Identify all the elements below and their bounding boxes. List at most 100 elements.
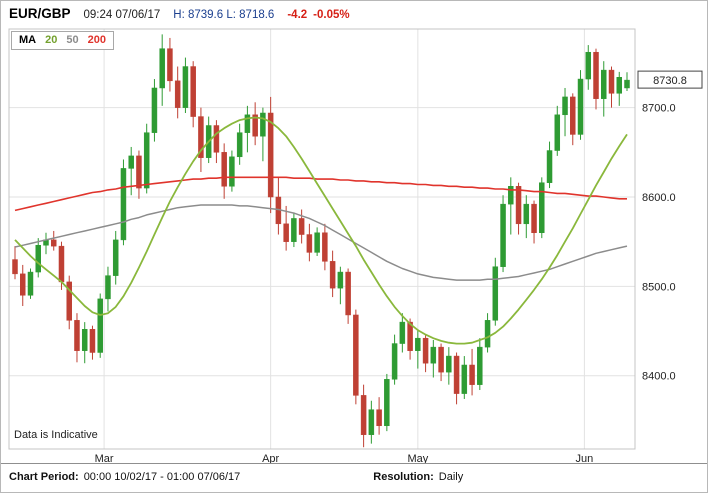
candle xyxy=(112,230,119,285)
candle xyxy=(531,200,537,244)
candle xyxy=(616,71,623,106)
price-change: -4.2 xyxy=(287,9,308,21)
candle xyxy=(221,143,227,199)
candle xyxy=(624,72,630,92)
candle xyxy=(539,177,545,239)
candle xyxy=(353,309,359,405)
candle xyxy=(585,45,592,90)
candle xyxy=(360,384,367,448)
x-axis-label: Mar xyxy=(95,453,114,463)
candle xyxy=(593,48,599,110)
candle xyxy=(213,120,220,164)
y-axis-label: 8600.0 xyxy=(642,192,676,204)
y-axis-label: 8400.0 xyxy=(642,371,676,383)
candle xyxy=(415,329,421,369)
candle xyxy=(438,343,444,382)
session-high-low: H: 8739.6 L: 8718.6 xyxy=(173,9,274,21)
candle xyxy=(322,223,328,271)
candle xyxy=(167,37,173,92)
candle xyxy=(136,150,142,199)
candle xyxy=(546,141,553,189)
candle xyxy=(492,257,499,326)
last-price-tag: 8730.8 xyxy=(637,70,703,89)
chart-footer: Chart Period: 00:00 10/02/17 - 01:00 07/… xyxy=(9,471,463,483)
instrument-name: EUR/GBP xyxy=(9,6,71,21)
candle xyxy=(89,325,96,360)
candle xyxy=(50,230,57,251)
ma-line-ma50 xyxy=(14,204,628,281)
quote-timestamp: 09:24 07/06/17 xyxy=(83,9,161,21)
axis-labels: 8700.0 8600.0 8500.0 8400.0 Mar Apr May Jun xyxy=(95,103,676,463)
candle xyxy=(376,397,382,435)
candle xyxy=(12,246,18,280)
y-axis-label: 8700.0 xyxy=(642,103,676,115)
candle xyxy=(601,61,607,117)
candle xyxy=(337,266,344,305)
price-chart[interactable]: 8700.0 8600.0 8500.0 8400.0 Mar Apr May Jun 8730… xyxy=(1,1,708,463)
candle xyxy=(260,107,266,162)
gridlines xyxy=(9,29,635,449)
ma20-legend-item: 20 xyxy=(45,34,58,46)
candle xyxy=(608,66,615,108)
candle xyxy=(399,313,406,353)
candle xyxy=(407,318,413,360)
candle xyxy=(19,264,26,307)
candle xyxy=(515,182,522,235)
candle xyxy=(477,338,483,391)
candle xyxy=(74,313,80,363)
plot-frame xyxy=(8,28,636,450)
candle xyxy=(182,57,189,113)
candle xyxy=(97,293,103,358)
candle xyxy=(329,250,336,298)
candle xyxy=(128,146,134,196)
candle xyxy=(81,322,88,364)
candle xyxy=(143,123,150,194)
price-change-percent: -0.05% xyxy=(313,9,350,21)
candle xyxy=(252,102,258,146)
candle xyxy=(35,238,41,278)
candle xyxy=(190,61,196,128)
footer-divider xyxy=(1,463,707,464)
candle xyxy=(244,105,251,153)
candle xyxy=(120,159,127,246)
ma-legend-title: MA xyxy=(19,34,37,46)
candle xyxy=(159,34,165,106)
candle xyxy=(484,313,491,353)
chart-header: EUR/GBP 09:24 07/06/17 H: 8739.6 L: 8718… xyxy=(9,6,350,21)
candle xyxy=(523,195,530,239)
x-axis-label: May xyxy=(407,453,428,463)
resolution-value: Daily xyxy=(438,471,464,483)
candle xyxy=(236,123,243,165)
candle xyxy=(453,352,460,405)
candle xyxy=(345,268,351,324)
high-value: 8739.6 xyxy=(187,9,224,21)
candle xyxy=(446,347,452,385)
candle xyxy=(368,400,375,444)
candle xyxy=(500,195,506,273)
x-axis-label: Jun xyxy=(576,453,594,463)
ma-line-ma20 xyxy=(14,116,628,345)
candle xyxy=(306,223,313,262)
price-change-group: -4.2 -0.05% xyxy=(287,9,349,21)
candle xyxy=(469,348,475,396)
candle xyxy=(267,96,274,214)
candle xyxy=(291,213,297,248)
ma-legend: MA 20 50 200 xyxy=(11,31,114,50)
candlestick-series xyxy=(12,34,630,448)
candle xyxy=(105,266,111,312)
candle xyxy=(577,70,584,140)
candle xyxy=(508,177,514,235)
candle xyxy=(151,79,158,142)
candle xyxy=(570,93,576,146)
ma-line-ma200 xyxy=(14,176,627,212)
chart-period-value: 00:00 10/02/17 - 01:00 07/06/17 xyxy=(83,471,241,483)
last-price-value: 8730.8 xyxy=(653,75,687,87)
candle xyxy=(43,232,49,255)
candle xyxy=(384,373,390,432)
candle xyxy=(229,150,235,192)
low-value: 8718.6 xyxy=(239,9,275,21)
ma50-legend-item: 50 xyxy=(66,34,79,46)
candle xyxy=(461,356,468,399)
x-axis-label: Apr xyxy=(262,453,279,463)
